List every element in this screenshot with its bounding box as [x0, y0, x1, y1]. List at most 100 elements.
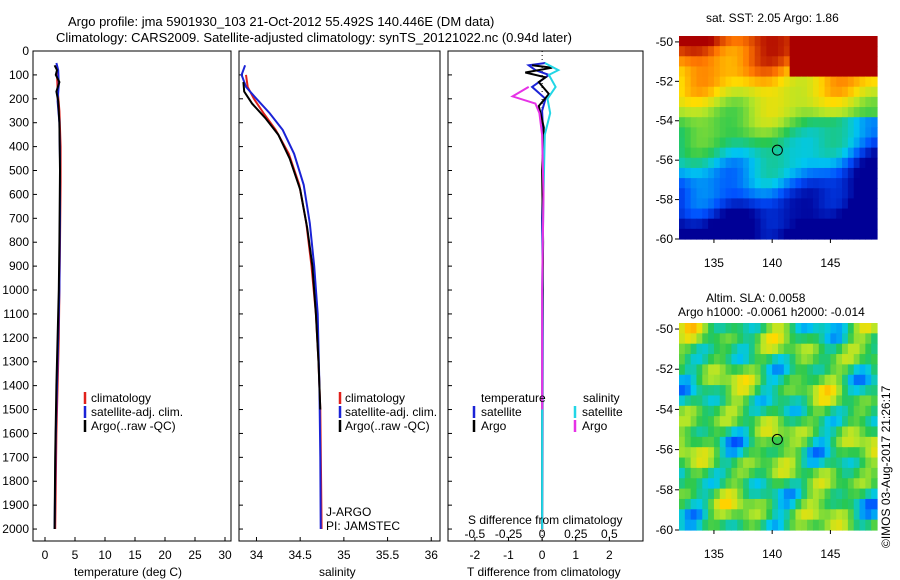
map-cell [713, 137, 721, 149]
map-cell [859, 137, 866, 149]
map-cell [778, 426, 785, 438]
map-cell [713, 96, 721, 108]
map-cell [713, 36, 721, 47]
map-cell [847, 343, 855, 355]
map-cell [684, 96, 692, 108]
map-cell [679, 447, 686, 459]
map-cell [778, 509, 785, 521]
map-cell [859, 385, 866, 397]
map-cell [818, 46, 826, 57]
map-cell [859, 76, 866, 88]
map-cell [684, 343, 692, 355]
map-cell [818, 354, 826, 365]
map-cell [789, 354, 797, 365]
map-cell [778, 333, 785, 345]
map-cell [760, 436, 767, 448]
map-cell [702, 426, 709, 438]
map-cell [766, 208, 773, 220]
map-cell [830, 36, 837, 47]
map-cell [725, 374, 733, 386]
map-y-tick-label: -50 [656, 322, 674, 336]
map-cell [713, 218, 721, 230]
map-cell [812, 96, 820, 108]
map-cell [719, 323, 727, 334]
series-line-salinity-satellite [541, 62, 561, 529]
map-cell [760, 127, 767, 139]
map-cell [778, 137, 785, 149]
map-cell [679, 478, 686, 490]
map-cell [743, 343, 750, 355]
map-cell [807, 467, 814, 479]
map-cell [865, 117, 872, 128]
map-cell [684, 354, 692, 365]
map-cell [830, 509, 837, 521]
map-y-tick-label: -60 [656, 232, 674, 246]
map-cell [847, 333, 855, 345]
map-cell [725, 76, 733, 88]
map-cell [679, 127, 686, 139]
difference-xlabel: T difference from climatology [467, 565, 621, 579]
s-tick-label: -0.25 [495, 527, 523, 541]
map-cell [743, 478, 750, 490]
map-cell [824, 519, 832, 531]
x-tick-label: -2 [470, 548, 481, 562]
map-cell [783, 56, 791, 68]
map-cell [801, 137, 808, 149]
map-cell [783, 488, 791, 500]
map-cell [818, 157, 826, 169]
map-cell [725, 96, 733, 108]
map-cell [772, 426, 779, 438]
map-cell [754, 86, 762, 98]
map-cell [690, 488, 698, 500]
map-cell [778, 385, 785, 397]
map-cell [690, 447, 698, 459]
map-cell [708, 127, 715, 139]
map-cell [818, 137, 826, 149]
map-cell [801, 395, 808, 407]
map-cell [679, 343, 686, 355]
map-cell [754, 107, 762, 118]
map-cell [754, 405, 762, 417]
map-cell [830, 107, 837, 118]
map-cell [859, 66, 866, 78]
map-cell [737, 385, 744, 397]
map-cell [679, 519, 686, 531]
map-cell [830, 137, 837, 149]
map-cell [748, 354, 756, 365]
map-cell [754, 147, 762, 159]
map-cell [760, 46, 767, 57]
map-cell [789, 107, 797, 118]
map-cell [818, 405, 826, 417]
map-cell [830, 343, 837, 355]
map-cell [853, 374, 861, 386]
map-cell [812, 333, 820, 345]
map-cell [812, 354, 820, 365]
map-cell [842, 56, 849, 68]
x-tick-label: 0 [42, 548, 49, 562]
map-cell [842, 96, 849, 108]
map-cell [719, 498, 727, 510]
map-cell [818, 478, 826, 490]
map-cell [772, 188, 779, 199]
map-cell [842, 117, 849, 128]
map-cell [679, 147, 686, 159]
map-cell [824, 208, 832, 220]
map-cell [842, 66, 849, 78]
map-cell [725, 447, 733, 459]
map-cell [865, 36, 872, 47]
map-cell [853, 96, 861, 108]
map-cell [865, 488, 872, 500]
map-cell [696, 228, 703, 240]
map-cell [812, 426, 820, 438]
map-cell [789, 96, 797, 108]
map-cell [766, 96, 773, 108]
map-cell [690, 107, 698, 118]
map-cell [824, 488, 832, 500]
map-cell [748, 167, 756, 179]
map-cell [760, 96, 767, 108]
map-cell [842, 228, 849, 240]
map-cell [708, 117, 715, 128]
s-tick-label: -0.5 [465, 527, 486, 541]
map-cell [702, 498, 709, 510]
